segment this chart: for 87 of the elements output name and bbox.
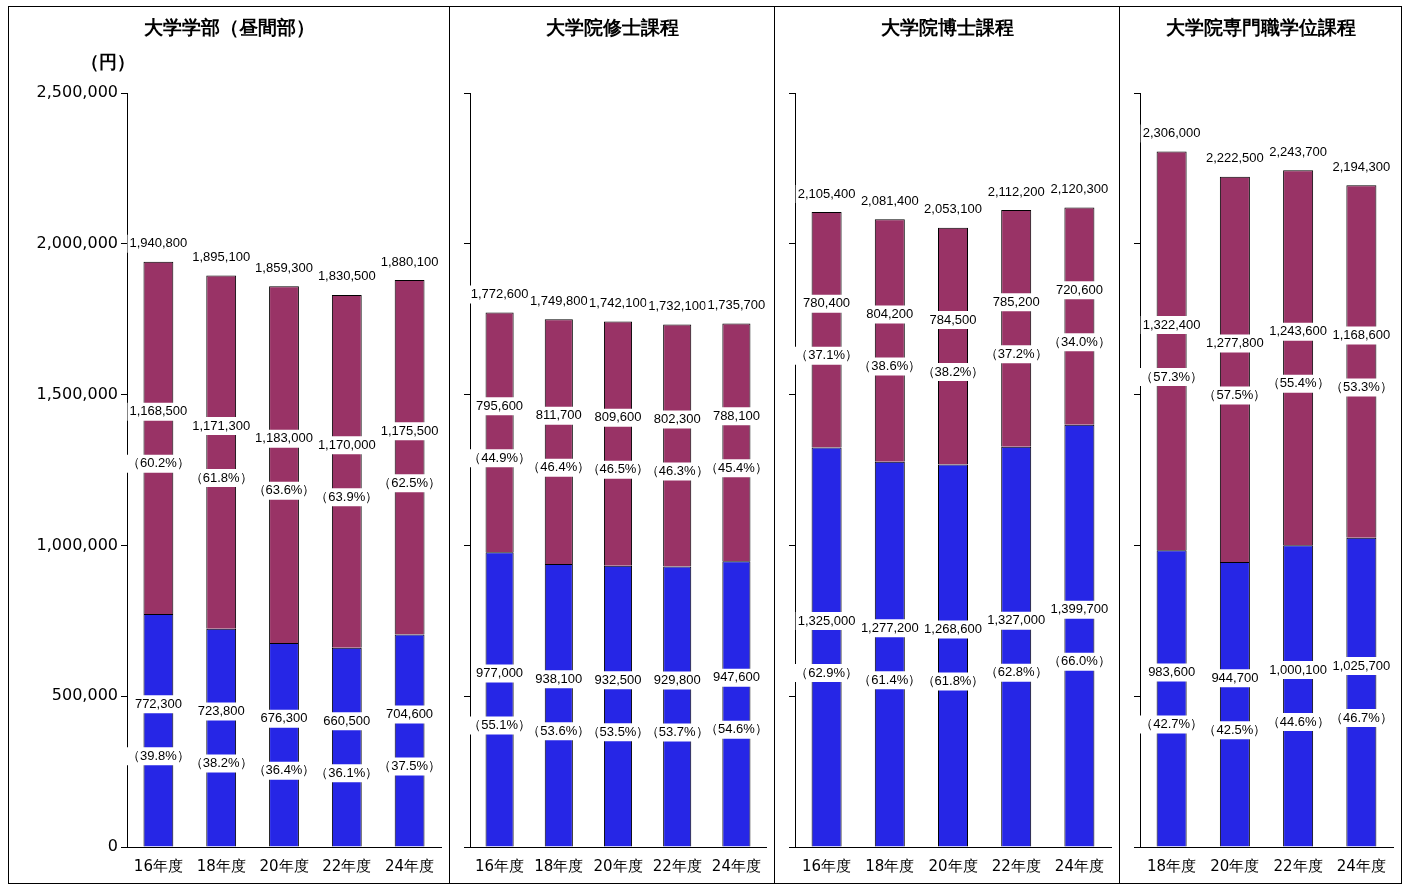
- total-label: 2,105,400: [797, 185, 856, 201]
- text: 929,800 （53.7%）: [645, 672, 709, 740]
- x-tick-label: 20年度: [259, 856, 309, 875]
- text: 723,800 （38.2%）: [189, 703, 253, 771]
- total-label: 1,880,100: [380, 253, 439, 269]
- text: 1,183,000 （63.6%）: [252, 430, 316, 498]
- total-label: 2,306,000: [1142, 125, 1201, 141]
- x-tick-label: 24年度: [1054, 856, 1104, 875]
- text: 704,600 （37.5%）: [378, 706, 442, 774]
- total-label: 1,859,300: [255, 259, 313, 275]
- text: 1,277,200 （61.4%）: [858, 619, 922, 687]
- x-tick-label: 20年度: [1210, 856, 1260, 875]
- x-tick-label: 16年度: [802, 856, 852, 875]
- y-tick-label: 1,500,000: [36, 383, 118, 403]
- text: 1,170,000 （63.9%）: [315, 436, 379, 504]
- x-tick-label: 20年度: [928, 856, 978, 875]
- text: 809,600 （46.5%）: [586, 409, 650, 477]
- chart-title: 大学院博士課程: [879, 15, 1015, 40]
- text: 676,300 （36.4%）: [252, 710, 316, 778]
- total-label: 1,735,700: [707, 297, 766, 313]
- x-tick-label: 22年度: [322, 856, 372, 875]
- x-tick-label: 24年度: [1336, 856, 1386, 875]
- text: 784,500 （38.2%）: [921, 311, 985, 379]
- y-axis-title: （円）: [81, 50, 135, 72]
- total-label: 1,749,800: [529, 292, 588, 308]
- text: 1,325,000 （62.9%）: [795, 612, 859, 680]
- text: 983,600 （42.7%）: [1140, 664, 1204, 731]
- text: 1,175,500 （62.5%）: [378, 422, 442, 490]
- text: 938,100 （53.6%）: [527, 670, 591, 738]
- total-label: 2,243,700: [1269, 143, 1328, 159]
- total-label: 2,222,500: [1205, 150, 1264, 166]
- total-label: 2,194,300: [1332, 158, 1391, 174]
- text: 780,400 （37.1%）: [795, 295, 859, 363]
- text: 795,600 （44.9%）: [468, 397, 532, 465]
- text: 772,300 （39.8%）: [126, 695, 190, 763]
- text: 944,700 （42.5%）: [1203, 669, 1267, 737]
- x-tick-label: 24年度: [385, 856, 435, 875]
- text: 947,600 （54.6%）: [704, 669, 768, 737]
- total-label: 2,120,300: [1050, 181, 1109, 197]
- text: 1,322,400 （57.3%）: [1140, 316, 1204, 384]
- total-label: 1,732,100: [648, 298, 707, 314]
- x-tick-label: 16年度: [475, 856, 525, 875]
- y-tick-label: 500,000: [51, 685, 118, 705]
- y-tick-label: 2,000,000: [36, 232, 118, 252]
- y-tick-label: 1,000,000: [36, 534, 118, 554]
- x-tick-label: 18年度: [196, 856, 246, 875]
- y-tick-label: 2,500,000: [36, 82, 118, 102]
- total-label: 2,081,400: [860, 192, 919, 208]
- total-label: 1,830,500: [317, 268, 376, 284]
- text: 802,300 （46.3%）: [645, 411, 709, 479]
- text: 1,327,000 （62.8%）: [984, 612, 1048, 680]
- text: 1,277,800 （57.5%）: [1203, 334, 1267, 402]
- chart-title: 大学院専門職学位課程: [1164, 15, 1357, 40]
- text: 1,243,600 （55.4%）: [1266, 323, 1330, 391]
- text: 785,200 （37.2%）: [984, 293, 1048, 361]
- text: 1,399,700 （66.0%）: [1047, 601, 1111, 669]
- total-label: 1,742,100: [589, 295, 647, 311]
- text: 811,700 （46.4%）: [527, 407, 591, 475]
- x-tick-label: 18年度: [865, 856, 915, 875]
- x-tick-label: 22年度: [652, 856, 702, 875]
- text: 1,268,600 （61.8%）: [921, 621, 985, 689]
- total-label: 2,112,200: [987, 183, 1045, 199]
- text: 720,600 （34.0%）: [1047, 281, 1111, 349]
- x-tick-label: 18年度: [1147, 856, 1197, 875]
- total-label: 2,053,100: [924, 201, 982, 217]
- text: 660,500 （36.1%）: [315, 712, 379, 780]
- text: 804,200 （38.6%）: [858, 306, 922, 374]
- x-tick-label: 16年度: [133, 856, 183, 875]
- chart-title: 大学学部（昼間部）: [142, 15, 316, 40]
- text: 977,000 （55.1%）: [468, 665, 532, 732]
- y-tick-label: 0: [107, 836, 118, 856]
- text: 1,171,300 （61.8%）: [189, 417, 253, 485]
- x-tick-label: 22年度: [991, 856, 1041, 875]
- x-tick-label: 24年度: [711, 856, 761, 875]
- x-tick-label: 18年度: [534, 856, 584, 875]
- text: 1,168,600 （53.3%）: [1329, 327, 1393, 394]
- x-tick-label: 20年度: [593, 856, 643, 875]
- text: 1,000,100 （44.6%）: [1266, 661, 1330, 729]
- chart-title: 大学院修士課程: [544, 15, 680, 40]
- text: 1,025,700 （46.7%）: [1329, 657, 1393, 725]
- total-label: 1,940,800: [129, 235, 188, 251]
- total-label: 1,895,100: [192, 249, 251, 265]
- text: 788,100 （45.4%）: [704, 407, 768, 475]
- text: 932,500 （53.5%）: [586, 671, 650, 739]
- total-label: 1,772,600: [470, 285, 529, 301]
- text: 1,168,500 （60.2%）: [126, 403, 190, 471]
- x-tick-label: 22年度: [1273, 856, 1323, 875]
